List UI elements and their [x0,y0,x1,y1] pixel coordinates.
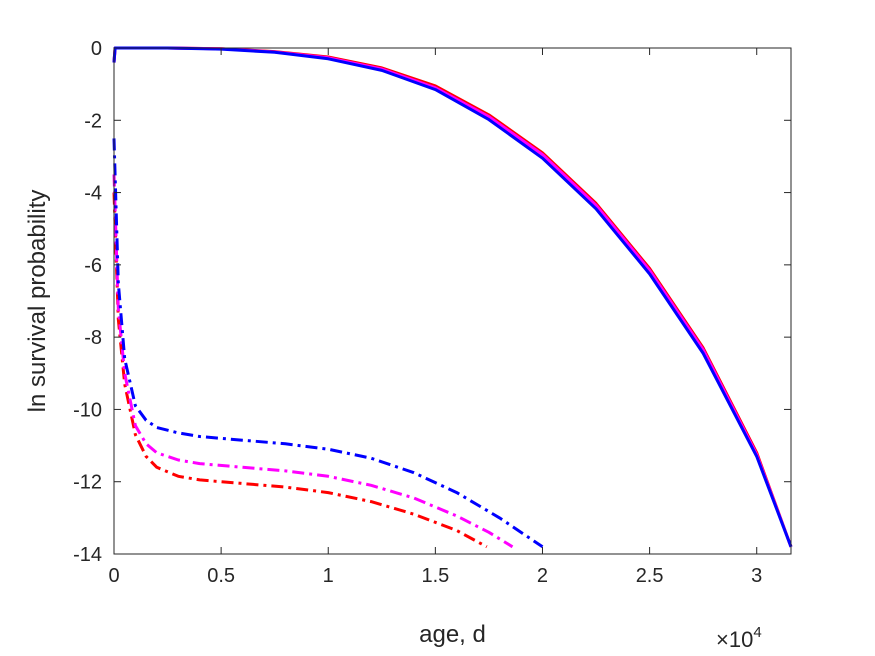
x-tick-label: 3 [751,565,762,587]
y-axis-ticks: 0 -2 -4 -6 -8 -10 -12 -14 [73,38,791,566]
plot-area-frame [113,47,792,555]
y-tick-label: -14 [73,544,102,566]
series-line-4 [112,192,488,549]
x-tick-label: 2 [537,565,548,587]
x-axis-ticks: 0 0.5 1 1.5 2 2.5 3 [108,48,762,587]
x-axis-multiplier-base: ×10 [716,627,753,652]
y-tick-label: -2 [84,110,102,132]
series-line-6 [112,138,544,549]
x-tick-label: 1.5 [421,565,449,587]
y-tick-label: -12 [73,472,102,494]
y-tick-label: -10 [73,399,102,421]
x-tick-label: 2.5 [636,565,664,587]
x-axis-label: age, d [419,621,486,648]
x-tick-label: 1 [323,565,334,587]
x-axis-multiplier-exponent: 4 [753,624,761,641]
y-tick-label: -6 [84,255,102,277]
series-line-5 [112,174,514,549]
x-axis-multiplier: ×104 [716,624,762,652]
x-tick-label: 0.5 [207,565,235,587]
y-tick-label: -4 [84,183,102,205]
y-tick-label: 0 [91,38,102,60]
y-axis-label: ln survival probability [24,190,51,413]
x-tick-label: 0 [108,565,119,587]
y-tick-label: -8 [84,327,102,349]
